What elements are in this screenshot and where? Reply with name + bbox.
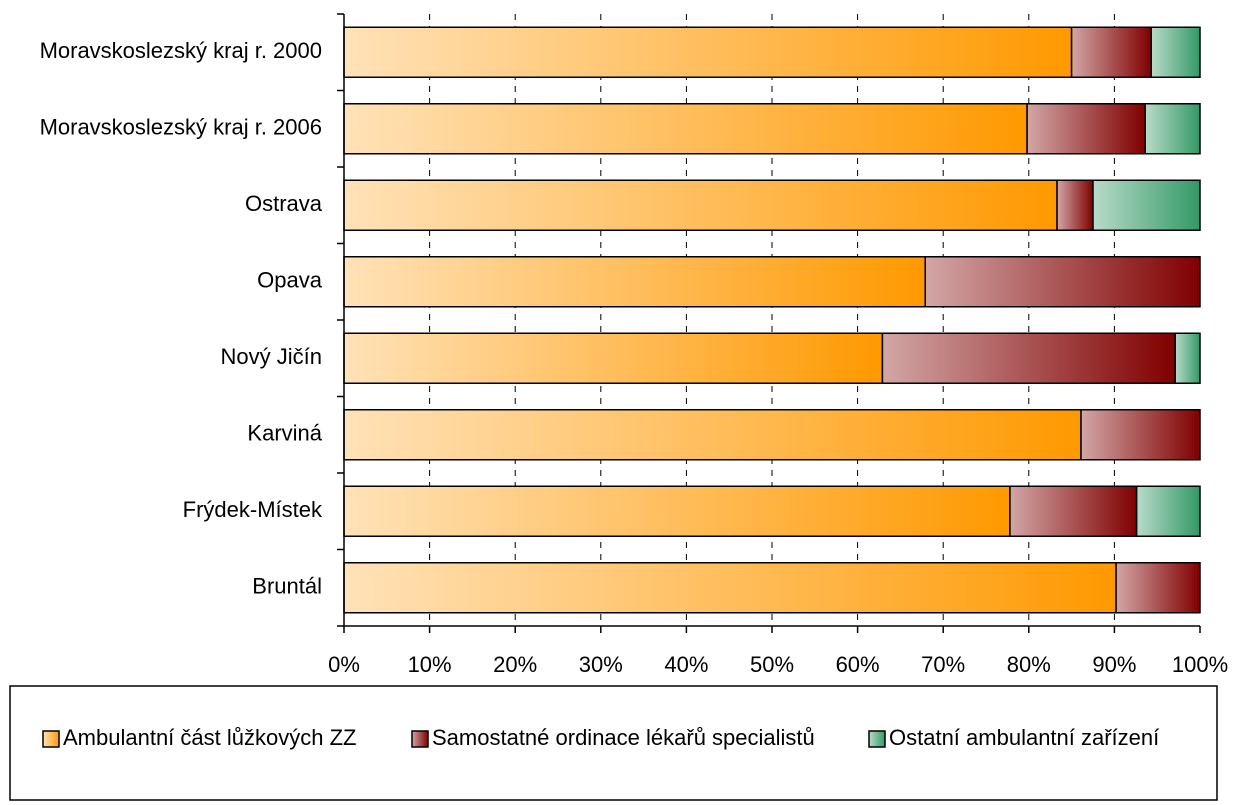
x-tick-label: 70% <box>921 652 965 677</box>
bar-segment <box>1174 332 1201 384</box>
legend-swatch <box>411 730 429 748</box>
x-tick-label: 0% <box>328 652 360 677</box>
bar-segment <box>343 26 1073 78</box>
bar-segment <box>343 179 1058 231</box>
y-tick-label: Karviná <box>247 421 322 446</box>
bar-segment <box>1009 485 1138 537</box>
bar-segment <box>881 332 1176 384</box>
x-tick-label: 50% <box>750 652 794 677</box>
bar-segment <box>1070 26 1152 78</box>
bar-segment <box>1135 485 1201 537</box>
bar-segment <box>343 332 884 384</box>
y-tick-label: Nový Jičín <box>221 344 322 369</box>
x-tick-label: 30% <box>579 652 623 677</box>
bar-segment <box>1115 562 1201 614</box>
x-tick-label: 80% <box>1007 652 1051 677</box>
y-tick-label: Frýdek-Místek <box>183 497 323 522</box>
y-tick-label: Ostrava <box>245 191 323 216</box>
bar-segment <box>1092 179 1201 231</box>
bar-segment <box>924 256 1201 308</box>
legend-label: Ostatní ambulantní zařízení <box>889 725 1159 750</box>
bar-segment <box>343 485 1011 537</box>
x-tick-label: 60% <box>836 652 880 677</box>
bar-segment <box>1080 409 1201 461</box>
x-tick-label: 100% <box>1172 652 1228 677</box>
bar-segment <box>343 409 1082 461</box>
x-tick-label: 20% <box>493 652 537 677</box>
bar-segment <box>343 103 1028 155</box>
legend-swatch <box>868 730 886 748</box>
bar-segment <box>343 256 926 308</box>
y-tick-label: Moravskoslezský kraj r. 2000 <box>40 38 322 63</box>
bar-segment <box>343 562 1117 614</box>
legend-box <box>9 685 1218 801</box>
y-tick-label: Bruntál <box>252 574 322 599</box>
x-tick-label: 10% <box>408 652 452 677</box>
x-tick-label: 40% <box>664 652 708 677</box>
bar-segment <box>1144 103 1201 155</box>
y-tick-label: Opava <box>257 268 323 293</box>
y-tick-label: Moravskoslezský kraj r. 2006 <box>40 115 322 140</box>
bar-segment <box>1150 26 1201 78</box>
x-tick-label: 90% <box>1092 652 1136 677</box>
bar-segment <box>1026 103 1146 155</box>
legend-label: Samostatné ordinace lékařů specialistů <box>432 725 815 750</box>
legend-label: Ambulantní část lůžkových ZZ <box>63 725 356 750</box>
bar-segment <box>1056 179 1094 231</box>
legend-swatch <box>42 730 60 748</box>
